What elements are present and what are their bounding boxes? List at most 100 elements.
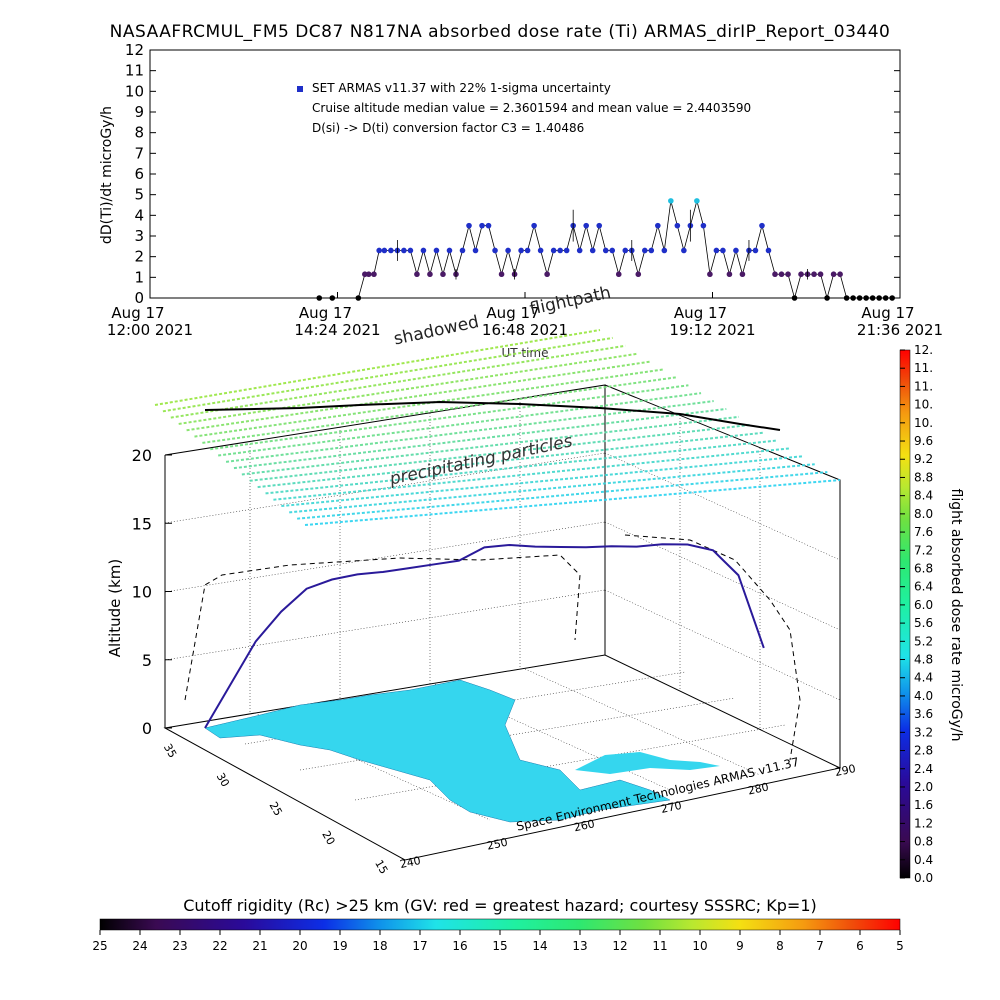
three-d-panel: 0 5 10 15 20 Altitude (km) 35 30 25 20 15 240 250…: [106, 329, 857, 877]
data-point: [856, 295, 863, 301]
lon-tick-label: 250: [486, 836, 509, 853]
data-point: [414, 271, 420, 278]
data-point: [720, 247, 726, 254]
bottom-cb-tick-label: 19: [332, 939, 347, 953]
data-point: [778, 271, 785, 278]
lat-tick-label: 20: [319, 829, 337, 848]
data-point: [563, 247, 570, 254]
precip-row: [225, 400, 714, 463]
right-cb-tick-label: 0.8: [914, 835, 933, 849]
data-point: [576, 247, 583, 254]
right-cb-tick-label: 12.: [914, 343, 933, 357]
legend-marker: [297, 86, 303, 92]
top-y-tick-label: 5: [134, 186, 144, 204]
data-point: [869, 295, 876, 301]
bottom-cb-tick-label: 5: [896, 939, 904, 953]
right-cb-tick-label: 9.6: [914, 434, 933, 448]
top-y-axis-label: dD(Ti)/dt microGy/h: [99, 106, 115, 244]
precip-row: [265, 439, 777, 495]
data-point: [641, 247, 648, 254]
data-point: [739, 271, 746, 278]
lon-tick-label: 240: [399, 854, 422, 871]
right-cb-tick-label: 10.: [914, 416, 933, 430]
precip-row: [218, 392, 702, 457]
right-cb-tick-label: 2.4: [914, 762, 933, 776]
data-point: [407, 247, 414, 254]
series-line: [319, 199, 893, 300]
right-cb-tick-label: 0.4: [914, 853, 933, 867]
data-point: [376, 247, 382, 254]
data-point: [798, 271, 804, 278]
top-y-tick-label: 10: [125, 82, 144, 100]
right-cb-tick-label: 6.8: [914, 561, 933, 575]
data-point: [479, 222, 485, 229]
bottom-cb-tick-label: 11: [652, 939, 667, 953]
bottom-cb-tick-label: 25: [92, 939, 107, 953]
legend-median-text: Cruise altitude median value = 2.3601594…: [312, 101, 751, 115]
precip-row: [281, 455, 803, 508]
data-point: [531, 222, 537, 229]
bottom-cb-tick-label: 14: [532, 939, 547, 953]
bottom-cb-tick-label: 15: [492, 939, 507, 953]
top-y-tick-label: 7: [134, 144, 144, 162]
precip-row: [178, 352, 639, 425]
top-y-tick-label: 4: [134, 206, 144, 224]
data-point: [700, 222, 707, 229]
z-tick-label: 0: [142, 719, 152, 738]
bottom-colorbar: [99, 918, 901, 931]
data-point: [433, 247, 440, 254]
z-tick-label: 10: [132, 583, 152, 602]
wall-grid: [164, 399, 841, 730]
z-axis-label: Altitude (km): [106, 559, 124, 657]
bottom-cb-tick-label: 16: [452, 939, 467, 953]
lon-tick-label: 280: [747, 780, 770, 797]
shadow-path-right: [624, 534, 801, 761]
data-point: [388, 247, 394, 254]
data-point: [420, 247, 427, 254]
right-cb-tick-label: 8.4: [914, 489, 933, 503]
data-point: [459, 247, 466, 254]
top-y-tick-label: 9: [134, 103, 144, 121]
precip-row: [162, 336, 613, 413]
data-point: [674, 222, 681, 229]
top-x-tick-label-line2: 12:00 2021: [107, 321, 193, 339]
top-y-tick-label: 11: [125, 62, 144, 80]
data-point: [537, 247, 544, 254]
data-point: [498, 271, 505, 278]
data-point: [843, 295, 850, 301]
data-point: [772, 271, 778, 278]
data-point: [371, 271, 377, 278]
data-point: [713, 247, 720, 254]
right-cb-tick-label: 10.: [914, 398, 933, 412]
bottom-cb-tick-label: 21: [252, 939, 267, 953]
z-tick-label: 15: [132, 514, 152, 533]
data-point: [681, 247, 687, 254]
data-point: [316, 295, 323, 301]
precipitating-sheet: [154, 329, 841, 526]
data-point: [381, 247, 388, 254]
data-point: [524, 247, 531, 254]
right-colorbar-ticks: 0.0 0.4 0.8 1.2 1.6 2.0 2.4 2.8 3.2 3.6 4.0 4.4 4.8 5…: [900, 343, 933, 885]
right-cb-tick-label: 4.0: [914, 689, 933, 703]
lat-ticks: 35 30 25 20 15: [161, 742, 390, 877]
legend-conversion-text: D(si) -> D(ti) conversion factor C3 = 1.…: [312, 121, 584, 135]
data-point: [596, 222, 603, 229]
shadow-path-back: [184, 554, 581, 701]
data-point: [882, 295, 889, 301]
flight-track-top: [204, 400, 781, 431]
bottom-cb-tick-label: 10: [692, 939, 707, 953]
right-cb-tick-label: 4.4: [914, 671, 933, 685]
data-point: [824, 295, 830, 301]
lon-tick-label: 260: [573, 817, 596, 834]
data-point: [765, 247, 772, 254]
precip-row: [249, 423, 752, 482]
top-x-tick-label-line1: Aug 17: [299, 304, 352, 322]
right-cb-tick-label: 5.6: [914, 616, 933, 630]
data-point: [752, 247, 759, 254]
lon-ticks: 240 250 260 270 280 290: [399, 762, 857, 871]
bottom-cb-tick-label: 6: [856, 939, 864, 953]
legend-series-label: SET ARMAS v11.37 with 22% 1-sigma uncert…: [312, 81, 611, 95]
right-cb-tick-label: 9.2: [914, 452, 933, 466]
right-cb-tick-label: 2.8: [914, 744, 933, 758]
